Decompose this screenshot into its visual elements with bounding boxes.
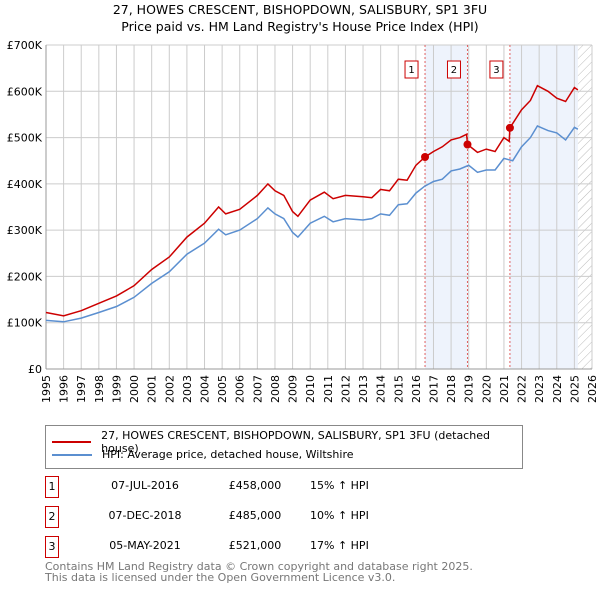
y-tick-label: £700K (7, 39, 43, 52)
sale-row: 2 07-DEC-2018 £485,000 10% ↑ HPI (45, 506, 445, 528)
sale-hpi-diff: 15% ↑ HPI (310, 479, 369, 492)
x-tick-label: 2012 (339, 375, 352, 403)
x-tick-label: 1997 (75, 375, 88, 403)
sale-marker-box (489, 60, 504, 79)
x-tick-label: 2006 (234, 375, 247, 403)
sale-date: 07-DEC-2018 (108, 509, 182, 522)
y-tick-label: £0 (28, 363, 42, 376)
x-tick-label: 2014 (375, 375, 388, 403)
x-tick-label: 2005 (216, 375, 229, 403)
x-tick-label: 2001 (146, 375, 159, 403)
series-line-property (45, 84, 579, 317)
x-tick-label: 1998 (93, 375, 106, 403)
future-hatch (577, 45, 592, 369)
sale-point (505, 123, 514, 132)
y-tick-label: £100K (7, 317, 43, 330)
legend-label: 27, HOWES CRESCENT, BISHOPDOWN, SALISBUR… (101, 429, 490, 455)
sale-marker-box (446, 60, 461, 79)
x-tick-label: 2007 (251, 375, 264, 403)
y-tick-label: £200K (7, 270, 43, 283)
x-tick-label: 2025 (568, 375, 581, 403)
sale-marker-label: 1 (45, 476, 59, 498)
shaded-period (509, 45, 578, 369)
footer-copyright: Contains HM Land Registry data © Crown c… (45, 560, 473, 573)
sale-hpi-diff: 17% ↑ HPI (310, 539, 369, 552)
x-tick-label: 2010 (304, 375, 317, 403)
sale-marker-label: 3 (45, 536, 59, 558)
x-tick-label: 2004 (199, 375, 212, 403)
sale-marker-label: 2 (45, 506, 59, 528)
x-tick-label: 2019 (463, 375, 476, 403)
sale-marker-label: 3 (493, 65, 499, 76)
y-tick-label: £300K (7, 224, 43, 237)
legend-swatch-red (52, 441, 92, 443)
sale-date: 05-MAY-2021 (109, 539, 181, 552)
sale-marker-label: 2 (451, 65, 457, 76)
x-tick-label: 2009 (287, 375, 300, 403)
sale-point (421, 153, 430, 162)
footer-licence: This data is licensed under the Open Gov… (45, 571, 396, 584)
sale-price: £485,000 (228, 509, 282, 522)
sale-row: 3 05-MAY-2021 £521,000 17% ↑ HPI (45, 536, 445, 558)
sale-marker-label: 1 (408, 65, 414, 76)
sale-price: £458,000 (228, 479, 282, 492)
legend-swatch-blue (52, 453, 92, 456)
x-tick-label: 1999 (110, 375, 123, 403)
y-tick-label: £500K (7, 132, 43, 145)
chart-subtitle: Price paid vs. HM Land Registry's House … (121, 19, 479, 34)
chart-title: 27, HOWES CRESCENT, BISHOPDOWN, SALISBUR… (112, 2, 488, 17)
x-tick-label: 2026 (586, 375, 599, 403)
legend-item-property: 27, HOWES CRESCENT, BISHOPDOWN, SALISBUR… (52, 429, 522, 455)
x-tick-label: 2013 (357, 375, 370, 403)
x-tick-label: 2021 (498, 375, 511, 403)
x-tick-label: 2024 (551, 375, 564, 403)
x-tick-label: 2023 (533, 375, 546, 403)
x-tick-label: 2016 (410, 375, 423, 403)
x-tick-label: 2003 (181, 375, 194, 403)
sale-point (463, 140, 472, 149)
x-tick-label: 2018 (445, 375, 458, 403)
x-tick-label: 2020 (480, 375, 493, 403)
x-tick-label: 2002 (163, 375, 176, 403)
x-tick-label: 1995 (40, 375, 53, 403)
sale-date: 07-JUL-2016 (111, 479, 179, 492)
x-tick-label: 2011 (322, 375, 335, 403)
sale-marker-box (404, 60, 419, 79)
y-tick-label: £400K (7, 178, 43, 191)
legend-item-hpi: HPI: Average price, detached house, Wilt… (52, 448, 354, 461)
x-tick-label: 2000 (128, 375, 141, 403)
sale-hpi-diff: 10% ↑ HPI (310, 509, 369, 522)
y-tick-label: £600K (7, 85, 43, 98)
x-tick-label: 2017 (427, 375, 440, 403)
x-tick-label: 2015 (392, 375, 405, 403)
sale-price: £521,000 (228, 539, 282, 552)
sale-row: 1 07-JUL-2016 £458,000 15% ↑ HPI (45, 476, 445, 498)
x-tick-label: 2022 (516, 375, 529, 403)
legend: 27, HOWES CRESCENT, BISHOPDOWN, SALISBUR… (45, 425, 523, 469)
legend-label: HPI: Average price, detached house, Wilt… (102, 448, 354, 461)
plot-area: 1995 1996 1997 1998 1999 2000 2001 2002 2003 2004… (7, 39, 599, 403)
x-tick-label: 1996 (58, 375, 71, 403)
series-line-hpi (45, 125, 579, 323)
x-tick-label: 2008 (269, 375, 282, 403)
shaded-period (425, 45, 468, 369)
